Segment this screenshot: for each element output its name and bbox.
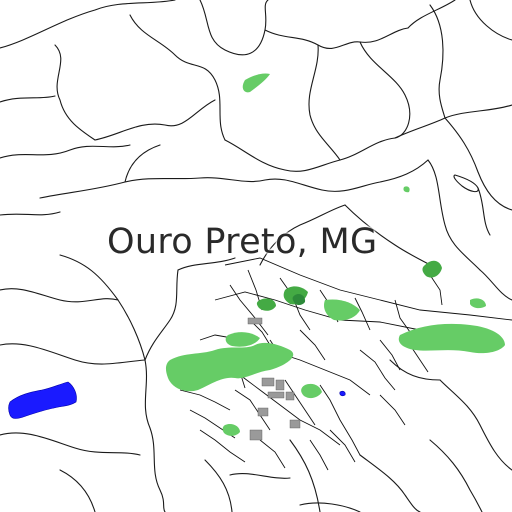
town-street-grid (179, 257, 512, 471)
buildings (247, 317, 301, 441)
place-label: Ouro Preto, MG (107, 222, 378, 262)
small-water (339, 390, 346, 397)
green-areas (165, 73, 505, 436)
water-body (8, 381, 77, 419)
